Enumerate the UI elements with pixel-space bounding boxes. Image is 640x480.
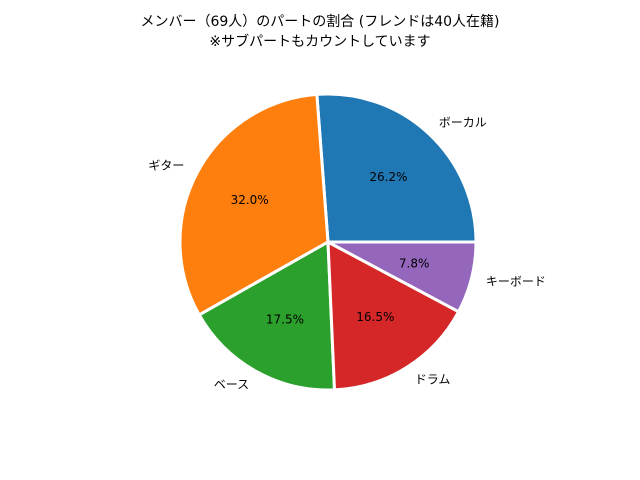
chart-title: メンバー（69人）のパートの割合 (フレンドは40人在籍) [140, 14, 500, 30]
pie-slice-label-2: ギター [148, 158, 184, 172]
pie-slice-5 [326, 240, 478, 314]
pie-slice-value-3: 17.5% [266, 313, 304, 327]
pie-slice-3 [197, 240, 337, 392]
pie-slice-label-3: ベース [214, 377, 249, 391]
chart-subtitle: ※サブパートもカウントしています [209, 34, 431, 50]
pie-slice-value-1: 26.2% [369, 170, 407, 184]
pie-slice-2 [178, 92, 330, 317]
pie-slice-1 [315, 92, 478, 244]
pie-slice-4 [326, 240, 461, 392]
pie-slice-label-4: ドラム [415, 373, 451, 387]
pie-slice-value-2: 32.0% [231, 193, 269, 207]
pie-slice-label-1: ボーカル [439, 116, 487, 130]
pie-slice-label-5: キーボード [486, 274, 546, 288]
pie-slice-value-4: 16.5% [356, 310, 394, 324]
pie-slice-value-5: 7.8% [399, 257, 430, 271]
